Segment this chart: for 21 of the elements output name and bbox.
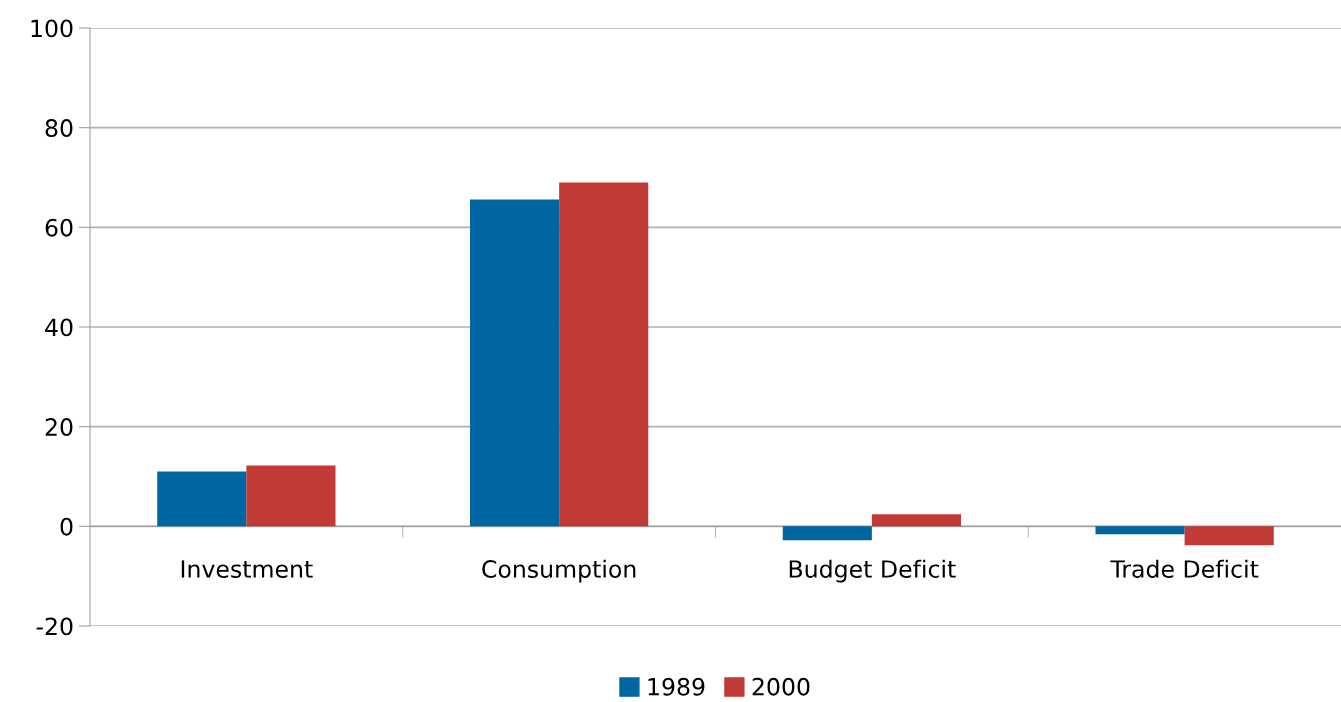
y-tick-label: 40 — [45, 318, 73, 337]
x-tick-label: Budget Deficit — [789, 559, 956, 583]
x-tick-label: Consumption — [482, 559, 636, 583]
y-tick-label: 60 — [45, 218, 73, 237]
y-tick-label: 20 — [45, 418, 73, 436]
bar — [1095, 526, 1185, 535]
y-tick-label: 0 — [60, 517, 73, 536]
bar — [1184, 526, 1274, 546]
y-tick-label: 100 — [31, 19, 73, 38]
x-tick-label: Trade Deficit — [1110, 559, 1259, 578]
bar — [157, 471, 247, 527]
y-tick-label: 80 — [45, 119, 73, 137]
legend-label: 2000 — [752, 677, 810, 696]
y-tick-label: -20 — [36, 617, 73, 636]
bar — [782, 526, 872, 541]
bar — [469, 199, 560, 527]
x-tick-label: Investment — [181, 560, 313, 578]
bar — [559, 182, 649, 527]
bar — [871, 514, 962, 527]
bar — [246, 465, 336, 527]
legend-label: 1989 — [648, 677, 705, 696]
